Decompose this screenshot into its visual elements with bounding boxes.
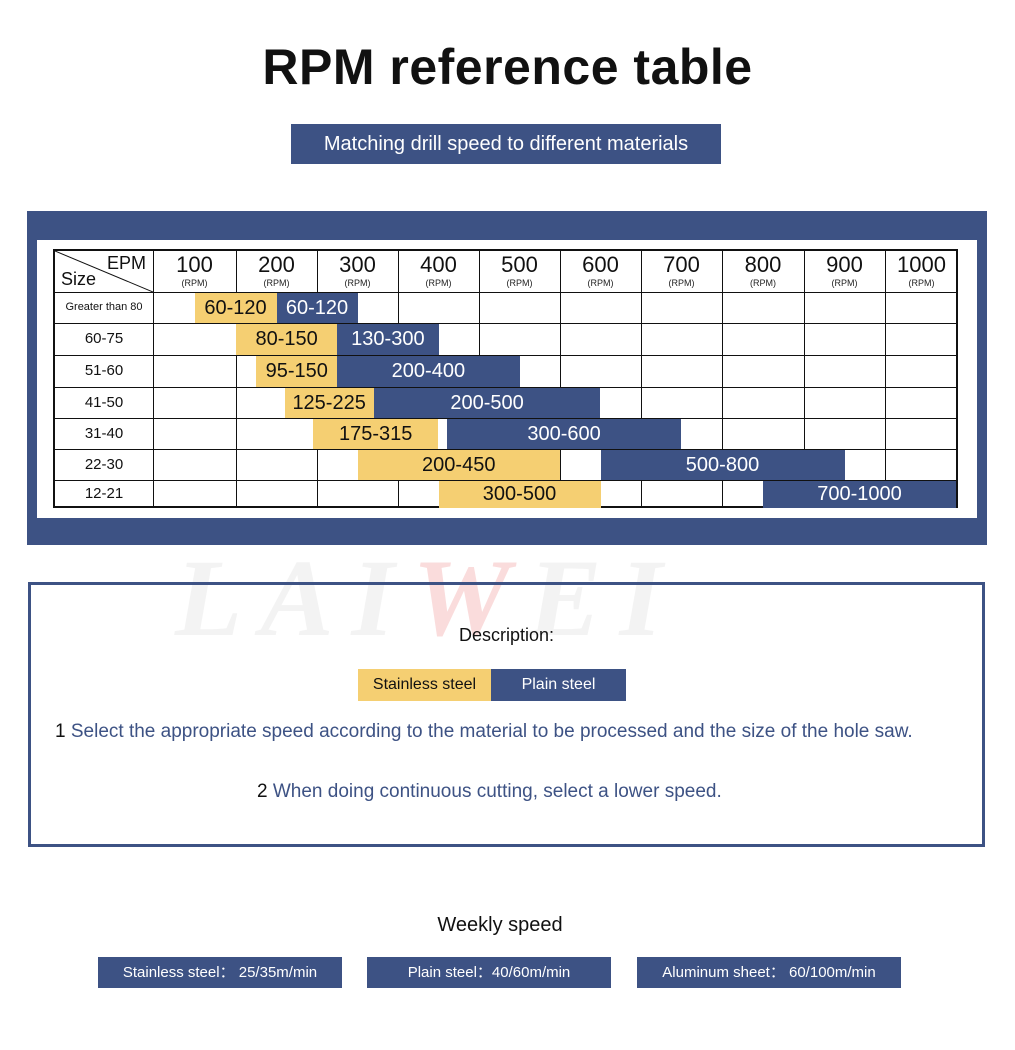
stainless-range-bar: 80-150: [236, 324, 338, 355]
column-header-value: 800: [744, 252, 782, 277]
plain-range-bar: 60-120: [276, 293, 358, 323]
grid-column-line: [885, 251, 886, 506]
legend-plain-steel: Plain steel: [491, 669, 626, 701]
stainless-range-bar: 95-150: [256, 356, 338, 387]
line-number: 2: [257, 781, 268, 802]
subtitle-badge: Matching drill speed to different materi…: [291, 124, 721, 164]
plain-range-bar: 300-600: [446, 419, 682, 449]
column-header-value: 100: [176, 252, 213, 277]
grid-row-line: [55, 323, 956, 324]
corner-size-label: Size: [61, 269, 97, 289]
legend-stainless-steel: Stainless steel: [358, 669, 491, 701]
column-header-value: 200: [258, 252, 295, 277]
grid-column-line: [560, 251, 561, 506]
column-header-unit: (RPM): [506, 278, 533, 288]
rpm-table: EPM Size 100 (RPM) 200 (RPM) 300 (RPM) 400 (RPM…: [53, 249, 958, 508]
line-number: 1: [55, 721, 66, 742]
column-header-value: 700: [663, 252, 700, 277]
column-header-unit: (RPM): [908, 278, 935, 288]
stainless-range-bar: 60-120: [194, 293, 277, 323]
column-header-value: 900: [826, 252, 863, 277]
column-header-unit: (RPM): [263, 278, 290, 288]
column-header-unit: (RPM): [587, 278, 614, 288]
grid-column-line: [236, 251, 237, 506]
column-header-unit: (RPM): [831, 278, 858, 288]
plain-range-bar: 130-300: [337, 324, 439, 355]
page-title: RPM reference table: [262, 39, 753, 95]
description-line-1: 1 Select the appropriate speed according…: [55, 721, 913, 743]
plain-range-bar: 200-400: [337, 356, 520, 387]
column-header-value: 300: [339, 252, 376, 277]
column-header-unit: (RPM): [344, 278, 371, 288]
row-size-label: 31-40: [84, 425, 124, 442]
corner-epm-label: EPM: [107, 253, 147, 273]
stainless-range-bar: 125-225: [284, 388, 374, 418]
row-size-label: 60-75: [84, 330, 124, 347]
plain-speed-badge: Plain steel：40/60m/min: [367, 957, 611, 988]
column-header-unit: (RPM): [425, 278, 452, 288]
column-header-value: 1000: [897, 252, 946, 277]
row-size-label: 41-50: [84, 394, 124, 411]
row-size-label: 51-60: [84, 362, 124, 379]
plain-range-bar: 700-1000: [763, 481, 956, 508]
weekly-speed-title: Weekly speed: [437, 914, 563, 936]
plain-range-bar: 200-500: [373, 388, 601, 418]
row-size-label: 22-30: [84, 456, 124, 473]
plain-range-bar: 500-800: [600, 450, 845, 480]
column-header-unit: (RPM): [181, 278, 208, 288]
line-text: Select the appropriate speed according t…: [70, 721, 913, 742]
aluminum-speed-badge: Aluminum sheet： 60/100m/min: [637, 957, 901, 988]
column-header-value: 600: [582, 252, 619, 277]
stainless-speed-badge: Stainless steel： 25/35m/min: [98, 957, 342, 988]
grid-column-line: [153, 251, 154, 506]
row-size-label: Greater than 80: [65, 301, 143, 313]
description-box: Description: Stainless steel Plain steel…: [28, 582, 985, 847]
column-header-unit: (RPM): [750, 278, 776, 288]
stainless-range-bar: 300-500: [438, 481, 601, 508]
grid-row-line: [55, 449, 956, 450]
grid-column-line: [804, 251, 805, 506]
stainless-range-bar: 175-315: [312, 419, 439, 449]
stainless-range-bar: 200-450: [357, 450, 560, 480]
column-header-value: 400: [420, 252, 457, 277]
grid-row-line: [55, 355, 956, 356]
description-line-2: 2 When doing continuous cutting, select …: [257, 781, 722, 803]
line-text: When doing continuous cutting, select a …: [272, 781, 722, 802]
grid-column-line: [722, 251, 723, 506]
grid-row-line: [55, 387, 956, 388]
corner-diagonal: [55, 251, 153, 292]
description-title: Description:: [458, 625, 555, 645]
column-header-value: 500: [501, 252, 538, 277]
column-header-unit: (RPM): [668, 278, 695, 288]
grid-column-line: [641, 251, 642, 506]
rpm-table-frame: EPM Size 100 (RPM) 200 (RPM) 300 (RPM) 400 (RPM…: [27, 211, 987, 545]
rpm-table-panel: EPM Size 100 (RPM) 200 (RPM) 300 (RPM) 400 (RPM…: [37, 240, 977, 518]
row-size-label: 12-21: [84, 485, 124, 502]
grid-row-line: [55, 418, 956, 419]
grid-row-line: [55, 292, 956, 293]
grid-row-line: [55, 480, 956, 481]
